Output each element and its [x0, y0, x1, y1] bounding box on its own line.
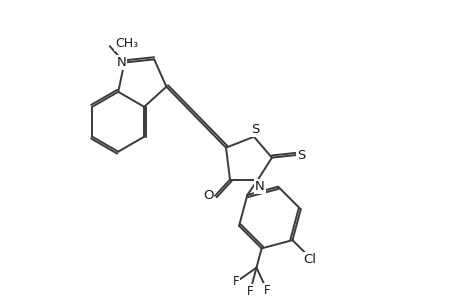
Text: O: O: [202, 189, 213, 202]
Text: F: F: [263, 284, 270, 297]
Text: N: N: [254, 180, 264, 193]
Text: F: F: [246, 285, 253, 298]
Text: F: F: [232, 275, 239, 289]
Text: N: N: [116, 56, 126, 69]
Text: Cl: Cl: [303, 253, 316, 266]
Text: CH₃: CH₃: [114, 37, 138, 50]
Text: S: S: [250, 123, 258, 136]
Text: S: S: [297, 148, 305, 162]
